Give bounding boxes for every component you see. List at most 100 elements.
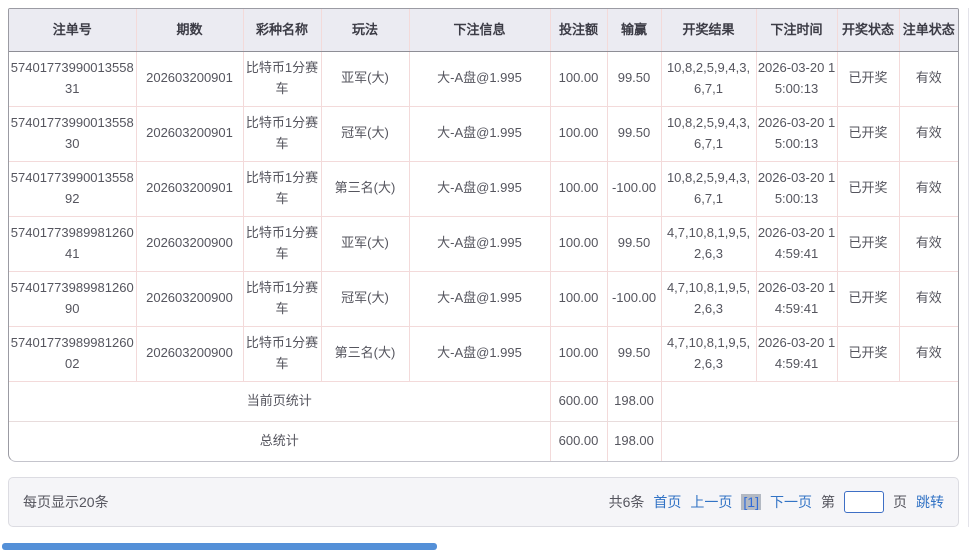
- first-page-link[interactable]: 首页: [653, 494, 682, 510]
- column-header-bet-info: 下注信息: [409, 9, 551, 52]
- table-cell: 202603200900: [136, 271, 244, 327]
- table-cell: 冠军(大): [321, 106, 410, 162]
- bet-records-table: 注单号 期数 彩种名称 玩法 下注信息 投注额 输赢 开奖结果 下注时间 开奖状…: [9, 9, 958, 461]
- table-cell: 有效: [899, 271, 958, 327]
- next-page-link[interactable]: 下一页: [770, 494, 812, 510]
- table-cell: 5740177398998126041: [9, 216, 137, 272]
- table-cell: 5740177399001355892: [9, 161, 137, 217]
- table-cell: 202603200901: [136, 51, 244, 107]
- column-header-period: 期数: [136, 9, 244, 52]
- table-cell: 大-A盘@1.995: [409, 216, 551, 272]
- table-cell: 202603200901: [136, 106, 244, 162]
- table-cell: 202603200901: [136, 161, 244, 217]
- prev-page-link[interactable]: 上一页: [690, 494, 733, 510]
- table-row: 5740177398998126041 202603200900 比特币1分赛车 亚军…: [9, 216, 958, 272]
- table-cell: 大-A盘@1.995: [409, 161, 551, 217]
- page-summary-label: 当前页统计: [9, 381, 551, 422]
- table-cell: 已开奖: [837, 326, 900, 382]
- table-cell: 亚军(大): [321, 216, 410, 272]
- table-cell: 已开奖: [837, 271, 900, 327]
- page-summary-bet-amount: 600.00: [550, 381, 608, 422]
- table-cell: 有效: [899, 161, 958, 217]
- page-summary-win-loss: 198.00: [607, 381, 662, 422]
- table-cell: 2026-03-20 15:00:13: [756, 161, 838, 217]
- jump-button[interactable]: 跳转: [916, 494, 944, 510]
- table-cell: 10,8,2,5,9,4,3,6,7,1: [661, 106, 757, 162]
- table-cell: 大-A盘@1.995: [409, 51, 551, 107]
- current-page-indicator[interactable]: [1]: [741, 494, 761, 510]
- table-row: 5740177399001355830 202603200901 比特币1分赛车 冠军…: [9, 106, 958, 162]
- per-page-label: 每页显示20条: [23, 494, 109, 510]
- table-row: 5740177399001355831 202603200901 比特币1分赛车 亚军…: [9, 51, 958, 107]
- table-cell: 比特币1分赛车: [243, 326, 322, 382]
- table-cell: 有效: [899, 216, 958, 272]
- table-cell: 100.00: [550, 216, 608, 272]
- table-cell: 4,7,10,8,1,9,5,2,6,3: [661, 216, 757, 272]
- vertical-scrollbar-track: [968, 8, 969, 527]
- table-row: 5740177398998126002 202603200900 比特币1分赛车 第三…: [9, 326, 958, 382]
- table-cell: 有效: [899, 106, 958, 162]
- table-cell: 已开奖: [837, 161, 900, 217]
- table-cell: 比特币1分赛车: [243, 271, 322, 327]
- table-cell: 比特币1分赛车: [243, 216, 322, 272]
- table-cell: 99.50: [607, 216, 662, 272]
- column-header-order-status: 注单状态: [899, 9, 958, 52]
- table-cell: 冠军(大): [321, 271, 410, 327]
- table-row: 5740177398998126090 202603200900 比特币1分赛车 冠军…: [9, 271, 958, 327]
- jump-prefix-label: 第: [821, 494, 835, 510]
- column-header-result: 开奖结果: [661, 9, 757, 52]
- table-cell: 比特币1分赛车: [243, 106, 322, 162]
- table-cell: 4,7,10,8,1,9,5,2,6,3: [661, 271, 757, 327]
- total-summary-empty: [661, 421, 958, 461]
- table-cell: 100.00: [550, 271, 608, 327]
- table-cell: -100.00: [607, 271, 662, 327]
- table-cell: 第三名(大): [321, 161, 410, 217]
- jump-suffix-label: 页: [893, 494, 907, 510]
- table-cell: 已开奖: [837, 216, 900, 272]
- total-count-label: 共6条: [608, 494, 645, 510]
- table-cell: 10,8,2,5,9,4,3,6,7,1: [661, 51, 757, 107]
- table-cell: 99.50: [607, 326, 662, 382]
- table-cell: 2026-03-20 14:59:41: [756, 326, 838, 382]
- column-header-draw-status: 开奖状态: [837, 9, 900, 52]
- table-cell: 大-A盘@1.995: [409, 106, 551, 162]
- table-cell: 5740177398998126090: [9, 271, 137, 327]
- table-cell: 10,8,2,5,9,4,3,6,7,1: [661, 161, 757, 217]
- table-cell: 2026-03-20 15:00:13: [756, 106, 838, 162]
- total-summary-label: 总统计: [9, 421, 551, 461]
- table-cell: 100.00: [550, 106, 608, 162]
- table-cell: 5740177398998126002: [9, 326, 137, 382]
- table-cell: 有效: [899, 326, 958, 382]
- page-jump-input[interactable]: [844, 491, 884, 513]
- table-cell: 2026-03-20 15:00:13: [756, 51, 838, 107]
- column-header-bet-time: 下注时间: [756, 9, 838, 52]
- bet-records-panel: 注单号 期数 彩种名称 玩法 下注信息 投注额 输赢 开奖结果 下注时间 开奖状…: [8, 8, 959, 462]
- table-cell: 已开奖: [837, 51, 900, 107]
- table-cell: 4,7,10,8,1,9,5,2,6,3: [661, 326, 757, 382]
- pager: 共6条 首页 上一页 [1] 下一页 第 页 跳转: [609, 491, 944, 513]
- table-cell: 5740177399001355830: [9, 106, 137, 162]
- column-header-win-loss: 输赢: [607, 9, 662, 52]
- page-summary-row: 当前页统计 600.00 198.00: [9, 381, 958, 422]
- table-cell: 2026-03-20 14:59:41: [756, 271, 838, 327]
- table-cell: 99.50: [607, 106, 662, 162]
- table-cell: 有效: [899, 51, 958, 107]
- table-cell: 比特币1分赛车: [243, 51, 322, 107]
- table-cell: 5740177399001355831: [9, 51, 137, 107]
- page-summary-empty: [661, 381, 958, 422]
- total-summary-bet-amount: 600.00: [550, 421, 608, 461]
- pagination-bar: 每页显示20条 共6条 首页 上一页 [1] 下一页 第 页 跳转: [8, 477, 959, 527]
- total-summary-win-loss: 198.00: [607, 421, 662, 461]
- table-cell: -100.00: [607, 161, 662, 217]
- table-cell: 第三名(大): [321, 326, 410, 382]
- table-cell: 已开奖: [837, 106, 900, 162]
- table-cell: 100.00: [550, 51, 608, 107]
- column-header-order-id: 注单号: [9, 9, 137, 52]
- total-summary-row: 总统计 600.00 198.00: [9, 421, 958, 461]
- table-cell: 100.00: [550, 326, 608, 382]
- horizontal-scrollbar-thumb[interactable]: [2, 543, 437, 550]
- table-cell: 100.00: [550, 161, 608, 217]
- table-cell: 202603200900: [136, 216, 244, 272]
- table-cell: 大-A盘@1.995: [409, 326, 551, 382]
- column-header-play: 玩法: [321, 9, 410, 52]
